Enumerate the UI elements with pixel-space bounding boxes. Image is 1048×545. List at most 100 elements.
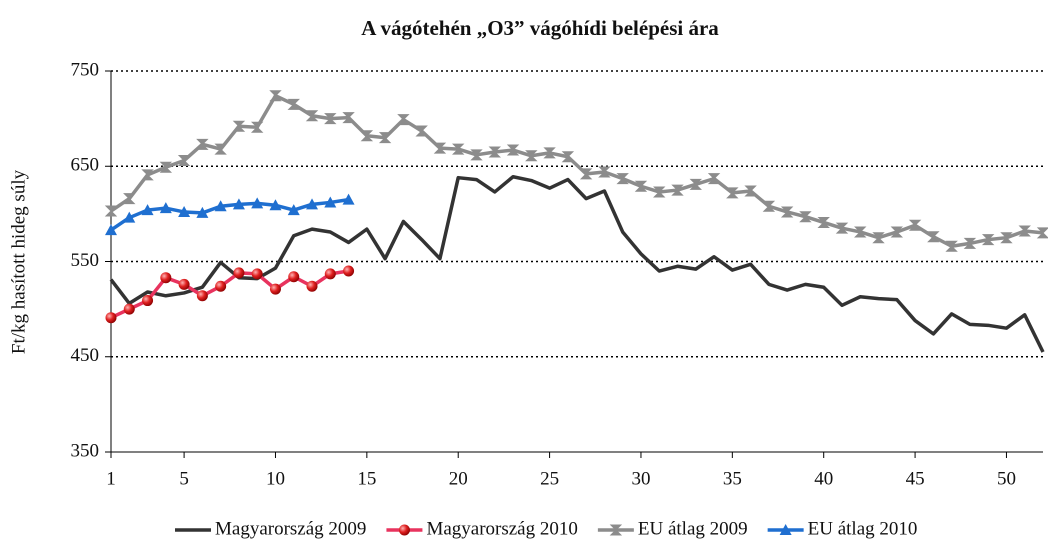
marker — [488, 146, 501, 158]
marker — [525, 150, 538, 162]
marker — [324, 196, 337, 208]
marker — [908, 219, 922, 231]
marker — [123, 211, 136, 223]
marker — [160, 272, 172, 284]
marker — [817, 216, 830, 228]
marker — [762, 200, 776, 212]
marker — [142, 295, 154, 307]
marker — [415, 125, 428, 137]
y-tick-label: 450 — [71, 345, 100, 366]
marker — [196, 290, 208, 302]
marker — [123, 193, 136, 205]
marker — [506, 144, 520, 156]
marker — [232, 198, 245, 210]
marker — [269, 283, 281, 295]
marker — [780, 206, 794, 218]
marker — [433, 142, 447, 154]
y-tick-label: 750 — [71, 59, 100, 80]
marker — [543, 147, 556, 159]
marker — [653, 186, 666, 198]
legend-label: Magyarország 2009 — [215, 518, 366, 539]
marker — [342, 193, 355, 205]
marker — [306, 198, 319, 210]
marker — [269, 199, 282, 211]
marker — [159, 161, 173, 173]
marker — [250, 121, 264, 133]
legend-marker — [398, 524, 410, 536]
x-tick-label: 35 — [723, 468, 742, 489]
marker — [105, 224, 117, 236]
marker — [324, 113, 337, 125]
y-tick-label: 650 — [71, 155, 100, 176]
marker — [123, 303, 135, 315]
marker — [232, 120, 246, 132]
x-tick-label: 1 — [106, 468, 116, 489]
y-axis-label: Ft/kg hasított hideg súly — [8, 169, 29, 354]
marker — [287, 98, 300, 110]
marker — [306, 280, 318, 292]
marker — [342, 112, 355, 124]
marker — [397, 114, 410, 126]
x-tick-label: 10 — [266, 468, 285, 489]
marker — [981, 234, 995, 246]
y-tick-label: 350 — [71, 440, 100, 461]
marker — [287, 204, 300, 216]
x-tick-label: 40 — [814, 468, 833, 489]
marker — [288, 271, 300, 283]
marker — [214, 143, 227, 155]
legend-marker — [609, 524, 623, 536]
marker — [196, 206, 209, 218]
legend-label: EU átlag 2010 — [808, 518, 918, 539]
marker — [963, 237, 977, 249]
marker — [141, 204, 154, 216]
x-tick-label: 15 — [357, 468, 376, 489]
marker — [104, 205, 118, 217]
marker — [305, 110, 319, 122]
marker — [726, 187, 739, 199]
marker — [689, 178, 702, 190]
series-line — [109, 174, 1045, 353]
marker — [671, 184, 684, 196]
x-tick-label: 5 — [179, 468, 189, 489]
marker — [343, 265, 355, 277]
y-tick-label: 550 — [71, 250, 100, 271]
marker — [196, 138, 209, 150]
marker — [945, 240, 958, 252]
marker — [360, 130, 374, 142]
marker — [470, 149, 483, 161]
marker — [616, 173, 629, 185]
marker — [1036, 227, 1048, 239]
marker — [178, 205, 191, 217]
x-tick-label: 50 — [997, 468, 1016, 489]
marker — [452, 143, 465, 155]
marker — [1018, 225, 1031, 237]
marker — [799, 211, 812, 223]
marker — [1000, 232, 1013, 244]
marker — [579, 168, 593, 180]
series-line — [110, 94, 1044, 249]
marker — [707, 173, 721, 185]
marker — [835, 222, 849, 234]
marker — [233, 267, 245, 279]
x-tick-label: 20 — [449, 468, 468, 489]
marker — [890, 226, 904, 238]
marker — [598, 166, 611, 178]
marker — [561, 151, 575, 163]
legend-marker — [779, 524, 792, 535]
marker — [378, 132, 392, 144]
marker — [927, 231, 940, 243]
x-tick-label: 30 — [631, 468, 650, 489]
marker — [215, 280, 227, 292]
marker — [324, 268, 336, 280]
marker — [159, 202, 172, 214]
marker — [269, 90, 282, 102]
legend-label: Magyarország 2010 — [426, 518, 577, 539]
x-tick-label: 45 — [906, 468, 925, 489]
marker — [872, 232, 885, 244]
marker — [141, 169, 154, 181]
marker — [744, 185, 757, 197]
chart-title: A vágótehén „O3” vágóhídi belépési ára — [361, 16, 719, 40]
marker — [177, 155, 191, 167]
marker — [251, 197, 264, 209]
